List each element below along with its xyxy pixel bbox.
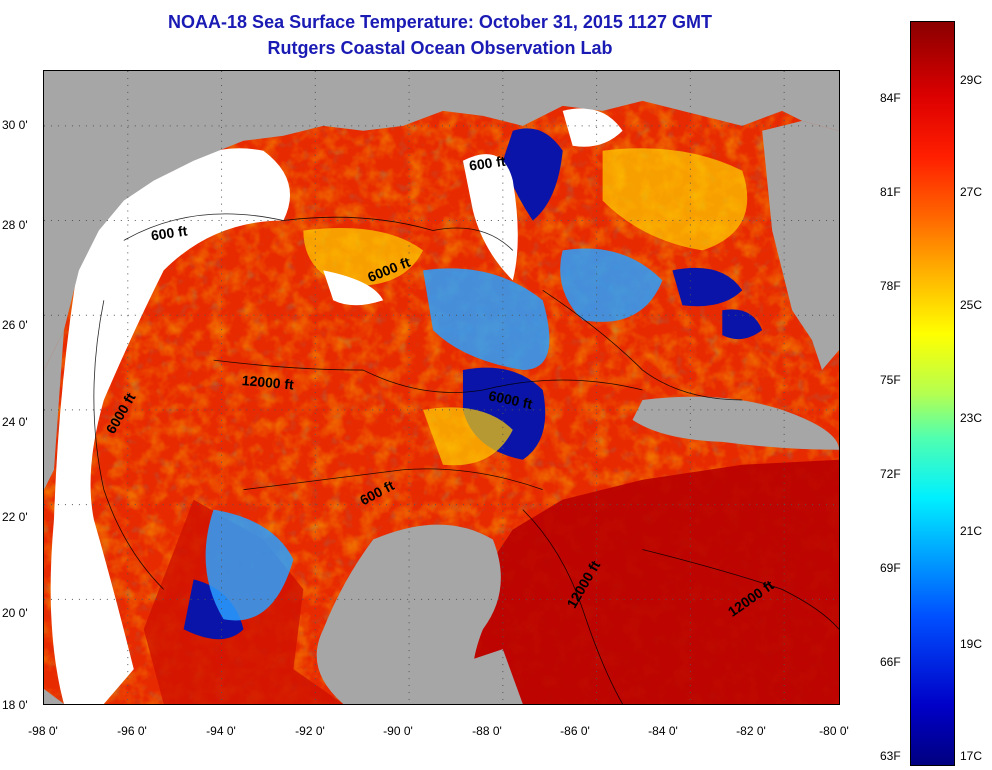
x-tick-label: -92 0' [295,724,325,738]
colorbar-fahrenheit-label: 66F [880,655,901,669]
mild-water-patches [303,148,748,466]
colorbar-celsius-label: 27C [960,185,983,199]
contour-label: 600 ft [468,153,507,174]
y-tick-label: 26 0' [2,318,28,332]
x-tick-label: -94 0' [206,724,236,738]
y-tick-label: 22 0' [2,510,28,524]
x-tick-label: -80 0' [819,724,849,738]
colorbar-celsius-label: 23C [960,411,983,425]
contour-label: 12000 ft [241,372,295,392]
colorbar-celsius-label: 25C [960,298,983,312]
graticule [44,71,839,704]
y-tick-label: 28 0' [2,218,28,232]
y-tick-label: 24 0' [2,415,28,429]
temperature-colorbar [910,21,955,766]
y-tick-label: 20 0' [2,606,28,620]
colorbar-celsius-label: 17C [960,749,983,763]
no-data-areas [50,108,623,704]
florida-land [762,120,839,371]
colorbar-fahrenheit-label: 72F [880,467,901,481]
cuba-land [632,396,839,450]
yucatan-land [316,524,501,704]
colorbar-celsius-label: 19C [960,637,983,651]
colorbar-fahrenheit-label: 81F [880,185,901,199]
x-tick-label: -88 0' [472,724,502,738]
north-coast-land [44,71,839,371]
colorbar-celsius-label: 29C [960,73,983,87]
bathymetry-contours [93,213,839,704]
x-tick-label: -96 0' [117,724,147,738]
south-land-strip [442,649,523,704]
mexico-land [44,330,64,704]
colorbar-fahrenheit-label: 84F [880,91,901,105]
land-masses [44,71,839,704]
x-tick-label: -98 0' [28,724,58,738]
y-tick-label: 30 0' [2,118,28,132]
contour-label: 600 ft [150,222,189,243]
colorbar-fahrenheit-label: 63F [880,749,901,763]
x-tick-label: -82 0' [736,724,766,738]
colorbar-fahrenheit-label: 75F [880,373,901,387]
colorbar-celsius-label: 21C [960,524,983,538]
x-tick-label: -90 0' [383,724,413,738]
caribbean-hot-area [472,459,839,704]
x-tick-label: -84 0' [648,724,678,738]
y-tick-label: 18 0' [2,698,28,712]
map-title: NOAA-18 Sea Surface Temperature: October… [168,12,712,32]
sst-map: 600 ft 6000 ft 12000 ft 6000 ft 6000 ft … [43,70,840,705]
colorbar-fahrenheit-label: 78F [880,279,901,293]
map-subtitle: Rutgers Coastal Ocean Observation Lab [267,38,613,58]
x-tick-label: -86 0' [560,724,590,738]
colorbar-fahrenheit-label: 69F [880,561,901,575]
